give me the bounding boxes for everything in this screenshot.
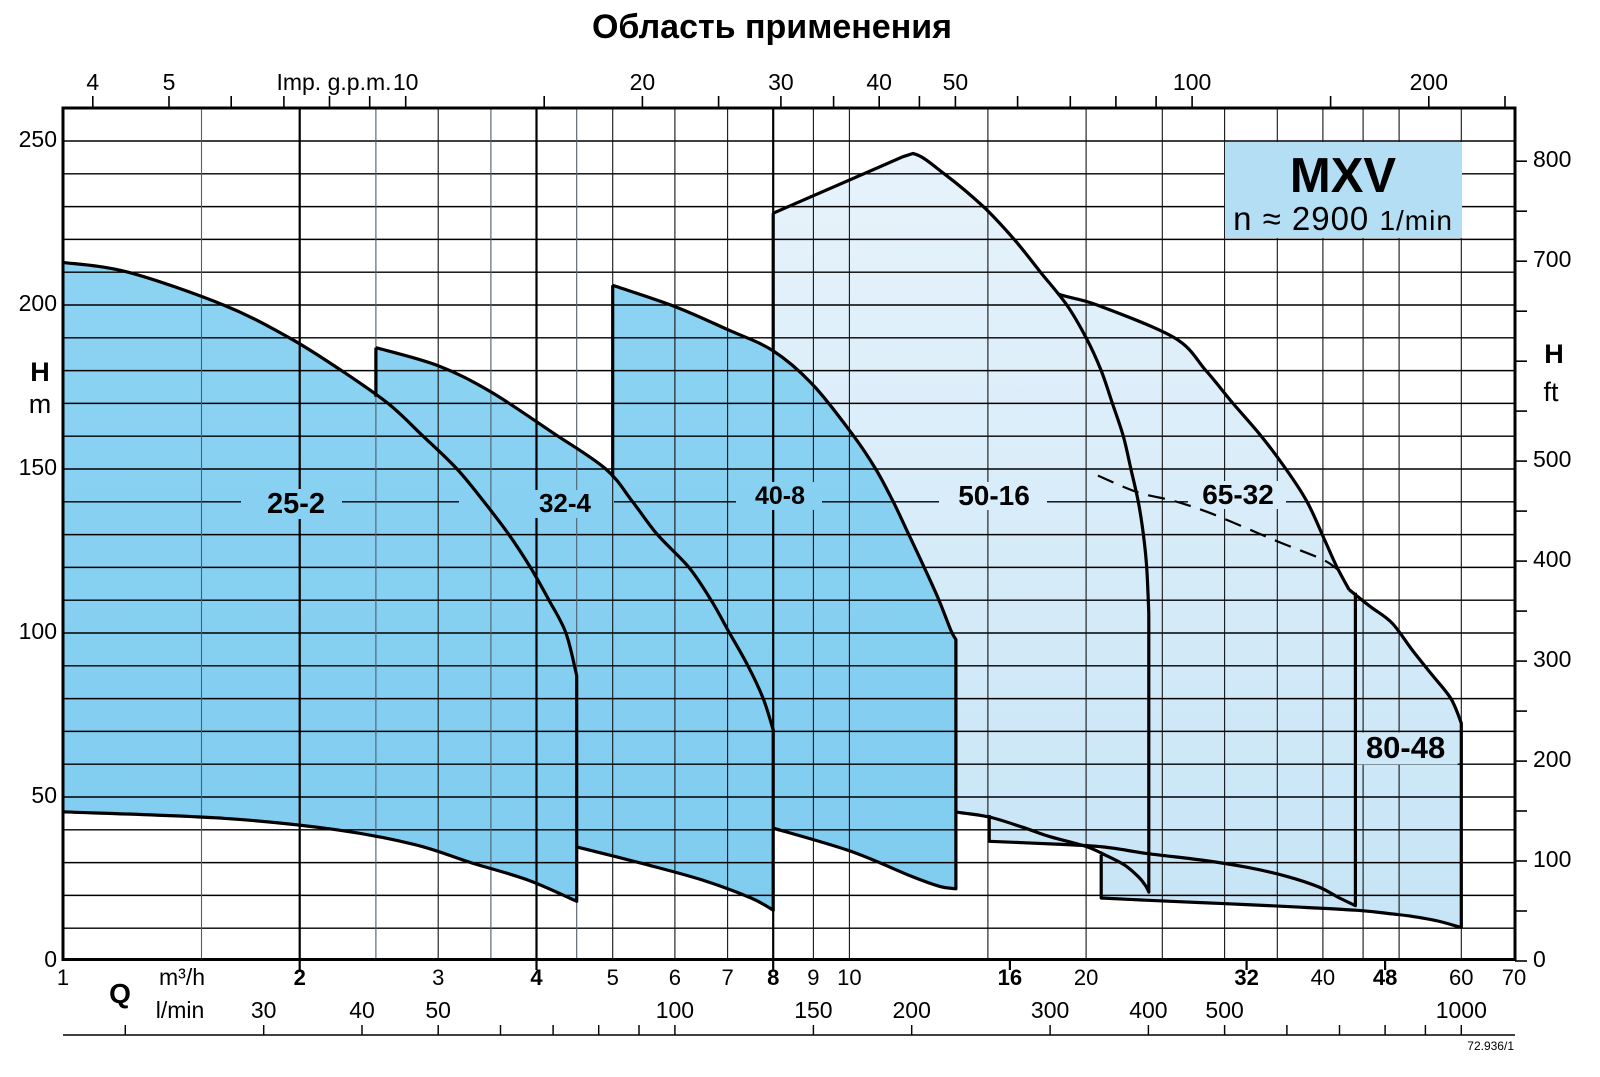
svg-text:0: 0 [44, 946, 57, 972]
svg-text:50: 50 [31, 782, 57, 808]
svg-text:50: 50 [943, 69, 969, 95]
svg-text:Область применения: Область применения [592, 8, 952, 46]
svg-text:10: 10 [393, 69, 419, 95]
svg-text:8: 8 [767, 965, 779, 990]
svg-text:200: 200 [893, 997, 931, 1023]
svg-text:Imp. g.p.m.: Imp. g.p.m. [276, 69, 391, 95]
svg-text:72.936/1: 72.936/1 [1467, 1039, 1514, 1053]
svg-text:40: 40 [349, 997, 375, 1023]
svg-text:200: 200 [1410, 69, 1448, 95]
svg-text:m³/h: m³/h [159, 964, 205, 990]
svg-text:100: 100 [1533, 846, 1571, 872]
svg-text:1: 1 [57, 965, 69, 990]
svg-text:800: 800 [1533, 146, 1571, 172]
svg-text:70: 70 [1502, 965, 1526, 990]
svg-text:10: 10 [837, 965, 861, 990]
svg-text:100: 100 [19, 618, 57, 644]
svg-text:700: 700 [1533, 246, 1571, 272]
svg-text:30: 30 [768, 69, 794, 95]
svg-text:1000: 1000 [1436, 997, 1487, 1023]
svg-text:n ≈ 2900 1/min: n ≈ 2900 1/min [1233, 200, 1453, 237]
svg-text:5: 5 [163, 69, 176, 95]
svg-text:300: 300 [1031, 997, 1069, 1023]
svg-text:Q: Q [109, 978, 131, 1009]
svg-text:80-48: 80-48 [1366, 730, 1445, 765]
svg-text:40-8: 40-8 [755, 482, 805, 510]
svg-text:5: 5 [607, 965, 619, 990]
svg-text:250: 250 [19, 126, 57, 152]
svg-text:300: 300 [1533, 646, 1571, 672]
svg-text:150: 150 [794, 997, 832, 1023]
svg-text:20: 20 [630, 69, 656, 95]
svg-text:H: H [1544, 339, 1564, 369]
svg-text:l/min: l/min [156, 997, 205, 1023]
svg-text:500: 500 [1205, 997, 1243, 1023]
svg-text:200: 200 [19, 290, 57, 316]
svg-text:50: 50 [425, 997, 451, 1023]
svg-text:0: 0 [1533, 946, 1546, 972]
svg-text:4: 4 [530, 965, 543, 990]
svg-text:30: 30 [251, 997, 277, 1023]
svg-text:20: 20 [1074, 965, 1098, 990]
svg-text:65-32: 65-32 [1202, 479, 1274, 510]
svg-text:3: 3 [432, 965, 444, 990]
svg-text:9: 9 [807, 965, 819, 990]
svg-text:400: 400 [1129, 997, 1167, 1023]
svg-text:4: 4 [86, 69, 99, 95]
svg-text:ft: ft [1543, 377, 1559, 407]
svg-text:25-2: 25-2 [267, 488, 325, 520]
svg-text:40: 40 [1311, 965, 1335, 990]
svg-text:m: m [29, 389, 52, 419]
svg-text:200: 200 [1533, 746, 1571, 772]
svg-text:100: 100 [656, 997, 694, 1023]
svg-text:6: 6 [669, 965, 681, 990]
svg-text:2: 2 [294, 965, 306, 990]
svg-text:32-4: 32-4 [539, 488, 592, 518]
svg-text:40: 40 [866, 69, 892, 95]
svg-text:50-16: 50-16 [958, 480, 1030, 511]
svg-text:60: 60 [1449, 965, 1473, 990]
svg-text:7: 7 [721, 965, 733, 990]
svg-text:MXV: MXV [1290, 149, 1397, 203]
svg-text:400: 400 [1533, 546, 1571, 572]
svg-text:100: 100 [1173, 69, 1211, 95]
svg-text:150: 150 [19, 454, 57, 480]
svg-text:H: H [30, 357, 50, 387]
svg-text:500: 500 [1533, 446, 1571, 472]
